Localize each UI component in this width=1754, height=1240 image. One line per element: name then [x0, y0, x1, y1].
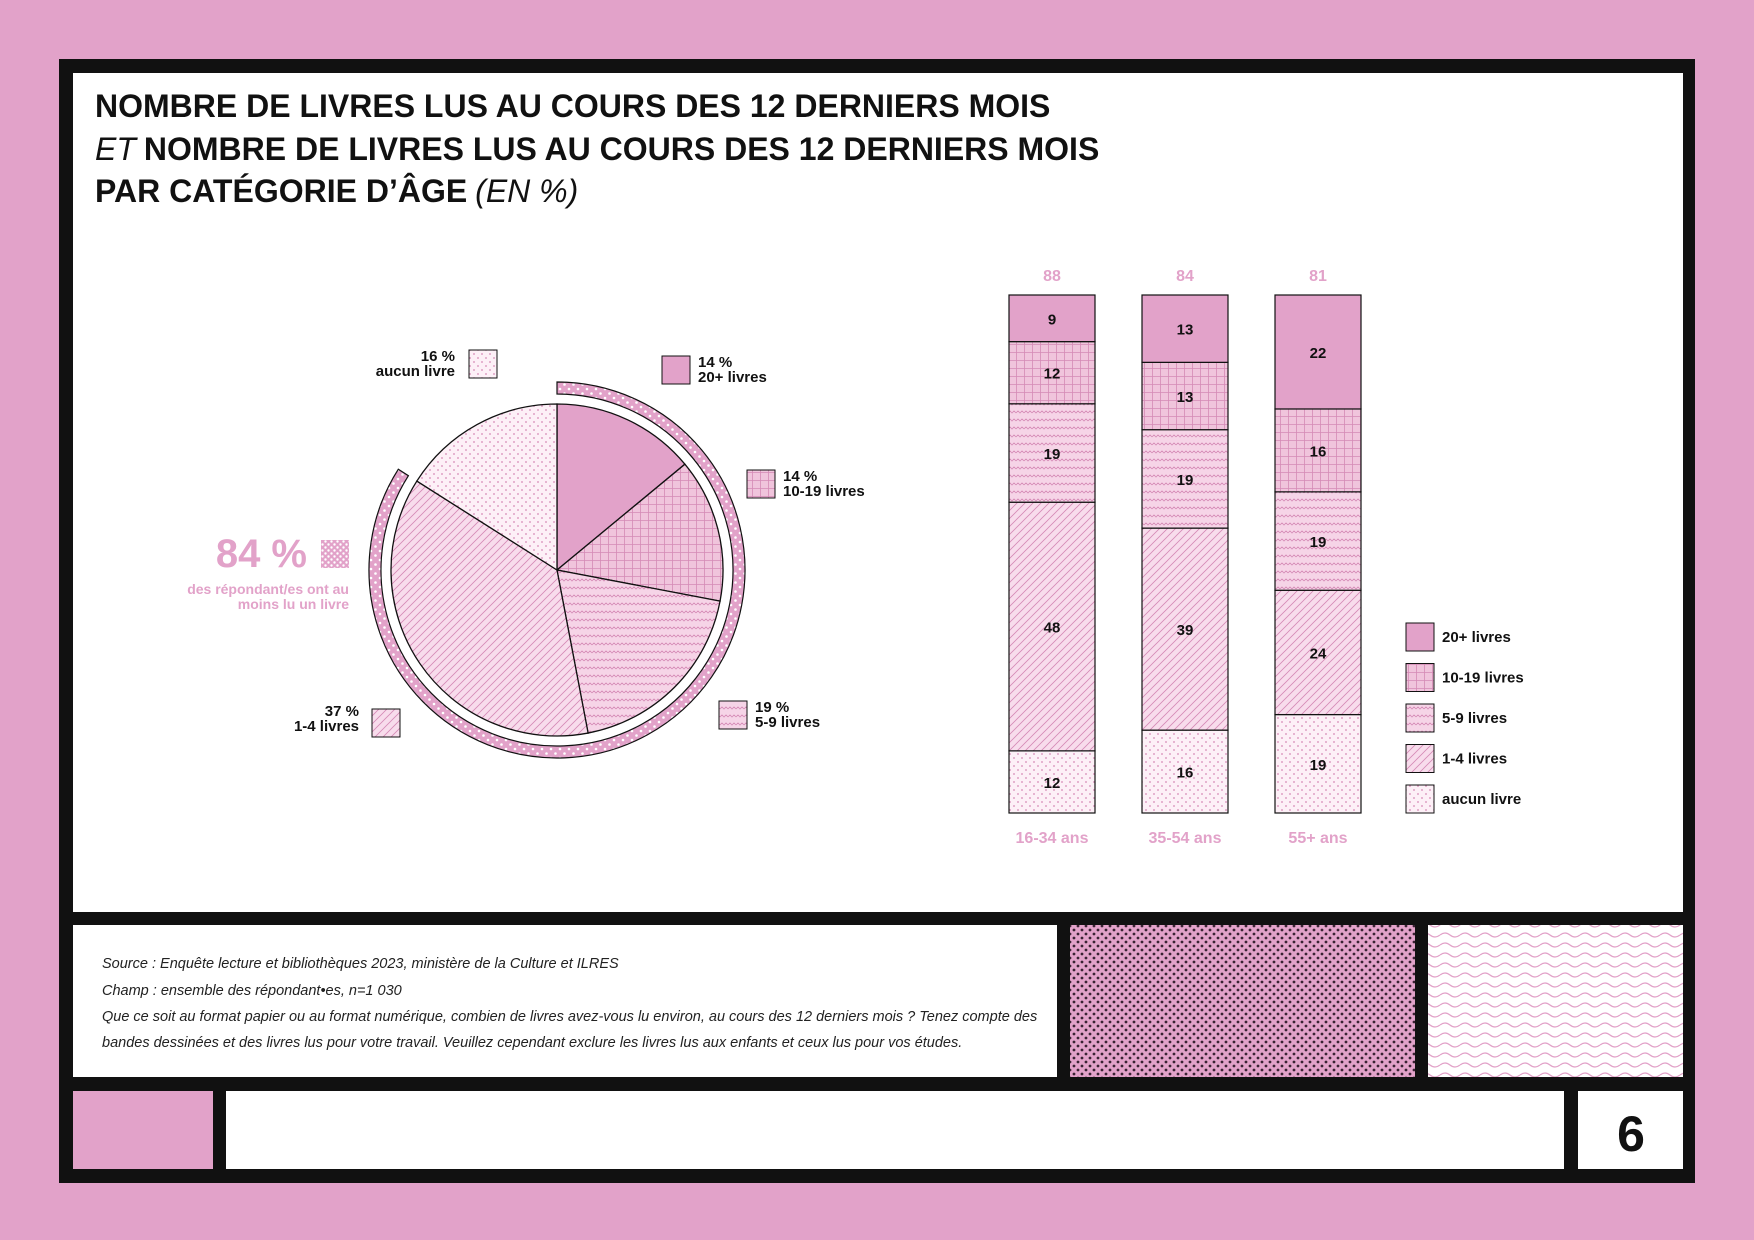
bar-segment — [1274, 491, 1362, 591]
bar-segment — [1008, 403, 1096, 503]
page-number: 6 — [1617, 1106, 1645, 1162]
deco-dots — [1070, 925, 1415, 1077]
deco-waves — [1428, 925, 1683, 1077]
footer-bar — [226, 1091, 1564, 1169]
bar-value-label: 13 — [1177, 322, 1194, 339]
bar-value-label: 13 — [1177, 389, 1194, 406]
bar-segment — [1141, 729, 1229, 814]
pie-value-label: 19 % — [755, 699, 789, 716]
deco-square — [73, 1091, 213, 1169]
legend-swatch — [1405, 703, 1435, 733]
legend-label: 5-9 livres — [1442, 710, 1507, 727]
legend-label: aucun livre — [1442, 791, 1521, 808]
pie-slice — [555, 463, 724, 602]
title-part: ET — [95, 131, 138, 167]
legend-swatch — [1405, 744, 1435, 773]
x-tick-label: 55+ ans — [1288, 830, 1347, 847]
highlight-swatch — [321, 540, 349, 568]
legend-swatch — [468, 349, 498, 379]
bar-total: 88 — [1043, 268, 1061, 285]
bar-value-label: 9 — [1048, 311, 1056, 328]
bar-value-label: 19 — [1044, 446, 1061, 463]
title: NOMBRE DE LIVRES LUS AU COURS DES 12 DER… — [95, 88, 1050, 124]
legend-swatch — [718, 700, 748, 730]
pie-slice — [556, 403, 686, 572]
pie-category-label: 20+ livres — [698, 369, 767, 386]
pie-category-label: aucun livre — [376, 363, 455, 380]
title-part: NOMBRE DE LIVRES LUS AU COURS DES 12 DER… — [144, 131, 1099, 167]
bar-value-label: 24 — [1310, 645, 1327, 662]
bar-segment — [1008, 501, 1096, 752]
pie-slice — [415, 403, 558, 572]
title-line: ET NOMBRE DE LIVRES LUS AU COURS DES 12 D… — [95, 131, 1099, 167]
legend-swatch — [371, 708, 401, 738]
note: bandes dessinées et des livres lus pour … — [102, 1035, 962, 1051]
bar-segment — [1274, 589, 1362, 716]
bar-total: 81 — [1309, 268, 1327, 285]
pie-slice — [556, 569, 721, 734]
pie-category-label: 5-9 livres — [755, 714, 820, 731]
pie-value-label: 37 % — [325, 703, 359, 720]
bar-value-label: 48 — [1044, 620, 1061, 637]
pie-category-label: 10-19 livres — [783, 483, 865, 500]
bar-value-label: 16 — [1177, 765, 1194, 782]
pie-slice — [390, 480, 589, 737]
note: Que ce soit au format papier ou au forma… — [102, 1009, 1037, 1025]
bar-segment — [1008, 294, 1096, 343]
bar-value-label: 12 — [1044, 775, 1061, 792]
bar-segment — [1008, 750, 1096, 814]
bar-segment — [1141, 527, 1229, 731]
bar-segment — [1274, 408, 1362, 493]
legend-label: 20+ livres — [1442, 629, 1511, 646]
legend-swatch — [661, 355, 691, 385]
legend-label: 10-19 livres — [1442, 670, 1524, 687]
highlight-text: moins lu un livre — [238, 596, 349, 612]
bar-value-label: 16 — [1310, 443, 1327, 460]
highlight-ring — [368, 381, 746, 759]
pie-category-label: 1-4 livres — [294, 718, 359, 735]
bar-value-label: 19 — [1310, 534, 1327, 551]
bar-value-label: 19 — [1177, 472, 1194, 489]
legend-swatch — [746, 469, 776, 499]
bar-total: 84 — [1176, 268, 1194, 285]
legend-label: 1-4 livres — [1442, 751, 1507, 768]
bar-value-label: 39 — [1177, 622, 1194, 639]
bar-value-label: 19 — [1310, 757, 1327, 774]
legend-swatch — [1405, 622, 1435, 652]
notes-panel — [73, 925, 1057, 1077]
highlight-value: 84 % — [216, 532, 307, 576]
bar-value-label: 22 — [1310, 345, 1327, 362]
note: Source : Enquête lecture et bibliothèque… — [102, 956, 619, 972]
title-part: PAR CATÉGORIE D’ÂGE — [95, 173, 467, 209]
pie-value-label: 14 % — [783, 468, 817, 485]
note: Champ : ensemble des répondant•es, n=1 0… — [102, 983, 402, 999]
pie-value-label: 14 % — [698, 354, 732, 371]
highlight-text: des répondant/es ont au — [187, 581, 349, 597]
title-line: PAR CATÉGORIE D’ÂGE (EN %) — [95, 173, 578, 209]
pie-value-label: 16 % — [421, 348, 455, 365]
title-part: (EN %) — [475, 173, 578, 209]
page-number-box — [1578, 1091, 1683, 1169]
legend-swatch — [1405, 784, 1435, 814]
x-tick-label: 35-54 ans — [1149, 830, 1222, 847]
bar-segment — [1141, 361, 1229, 431]
legend-swatch — [1405, 663, 1435, 692]
bar-segment — [1141, 294, 1229, 363]
bar-segment — [1274, 294, 1362, 410]
bar-segment — [1274, 713, 1362, 814]
bar-value-label: 12 — [1044, 366, 1061, 383]
x-tick-label: 16-34 ans — [1016, 830, 1089, 847]
